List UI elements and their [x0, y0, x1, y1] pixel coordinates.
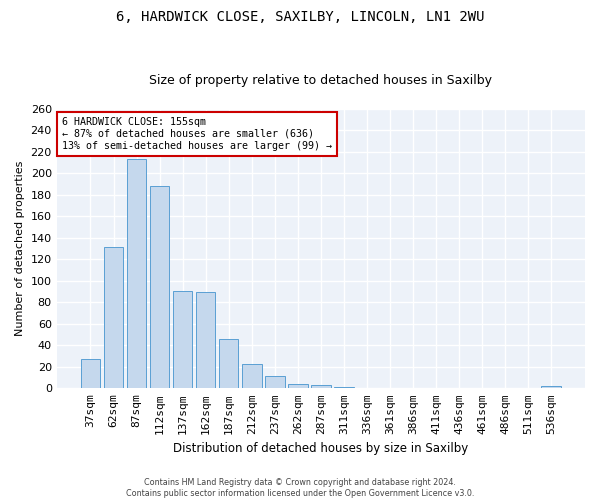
- Title: Size of property relative to detached houses in Saxilby: Size of property relative to detached ho…: [149, 74, 493, 87]
- Bar: [288, 384, 308, 388]
- Bar: [334, 387, 353, 388]
- Bar: [242, 364, 262, 388]
- Y-axis label: Number of detached properties: Number of detached properties: [15, 161, 25, 336]
- Bar: [173, 290, 193, 388]
- Bar: [219, 339, 238, 388]
- Text: 6, HARDWICK CLOSE, SAXILBY, LINCOLN, LN1 2WU: 6, HARDWICK CLOSE, SAXILBY, LINCOLN, LN1…: [116, 10, 484, 24]
- Bar: [196, 292, 215, 388]
- Text: Contains HM Land Registry data © Crown copyright and database right 2024.
Contai: Contains HM Land Registry data © Crown c…: [126, 478, 474, 498]
- Bar: [150, 186, 169, 388]
- Text: 6 HARDWICK CLOSE: 155sqm
← 87% of detached houses are smaller (636)
13% of semi-: 6 HARDWICK CLOSE: 155sqm ← 87% of detach…: [62, 118, 332, 150]
- Bar: [265, 376, 284, 388]
- Bar: [104, 246, 123, 388]
- X-axis label: Distribution of detached houses by size in Saxilby: Distribution of detached houses by size …: [173, 442, 469, 455]
- Bar: [127, 160, 146, 388]
- Bar: [541, 386, 561, 388]
- Bar: [80, 360, 100, 388]
- Bar: [311, 385, 331, 388]
